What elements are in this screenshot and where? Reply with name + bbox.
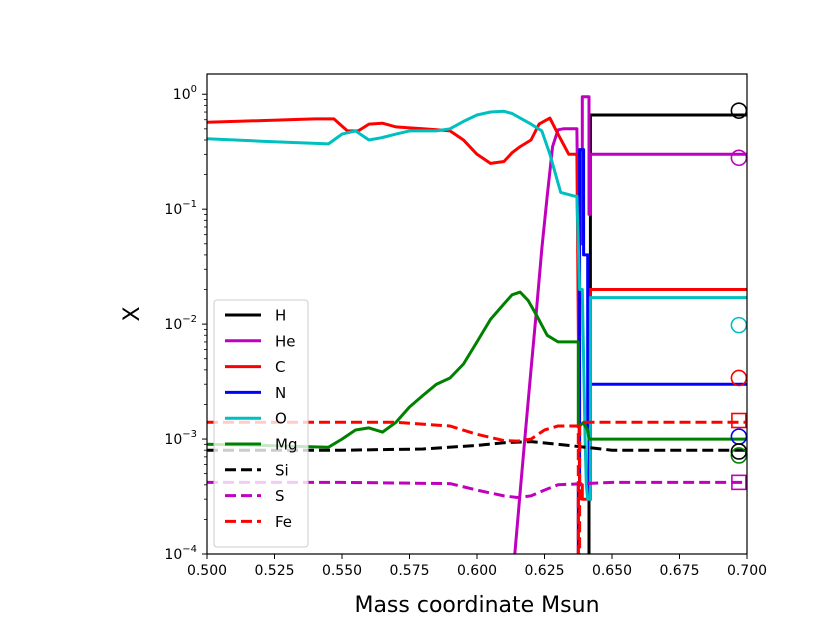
legend: H He CNO Mg Si S Fe xyxy=(213,299,309,548)
x-tick-label: 0.625 xyxy=(524,563,564,579)
series-line-mg xyxy=(207,290,747,449)
y-tick-label: 10−4 xyxy=(164,544,197,563)
x-tick-label: 0.525 xyxy=(254,563,294,579)
y-tick-label: 10−2 xyxy=(164,314,197,333)
legend-label-n: N xyxy=(275,384,286,402)
legend-label-mg: Mg xyxy=(275,436,297,454)
y-axis-ticks: 10−4 10−3 10−2 10−1 100 xyxy=(164,84,207,563)
legend-label-o: O xyxy=(275,410,287,428)
series-line-n xyxy=(576,148,747,554)
legend-box xyxy=(213,299,309,548)
legend-label-fe: Fe xyxy=(275,513,292,531)
legend-label-c: C xyxy=(275,358,285,376)
y-tick-label: 10−1 xyxy=(164,199,197,218)
marker-o xyxy=(730,316,748,334)
y-axis-label: X xyxy=(120,306,145,321)
series-line-he xyxy=(513,95,747,554)
legend-label-si: Si xyxy=(275,461,289,479)
legend-label-h: H xyxy=(275,307,286,325)
x-axis-label: Mass coordinate Msun xyxy=(354,593,599,618)
x-tick-label: 0.650 xyxy=(592,563,632,579)
x-tick-label: 0.600 xyxy=(457,563,497,579)
series-layer xyxy=(207,95,747,554)
y-tick-label: 100 xyxy=(173,84,197,103)
marker-n xyxy=(730,428,748,445)
x-tick-label: 0.575 xyxy=(389,563,429,579)
marker-fe xyxy=(731,412,747,429)
series-line-o xyxy=(207,109,747,501)
series-line-s xyxy=(207,480,747,499)
x-tick-label: 0.700 xyxy=(727,563,767,579)
x-tick-label: 0.550 xyxy=(322,563,362,579)
marker-he xyxy=(730,149,748,167)
legend-label-s: S xyxy=(275,487,285,505)
marker-s xyxy=(731,474,747,491)
series-line-fe xyxy=(207,420,747,554)
series-line-h xyxy=(587,113,747,554)
x-tick-label: 0.675 xyxy=(659,563,699,579)
x-axis-ticks: 0.500 0.525 0.550 0.575 0.600 0.625 0.650 0.675… xyxy=(187,554,767,579)
legend-label-he: He xyxy=(275,332,296,350)
y-tick-label: 10−3 xyxy=(164,429,197,448)
x-tick-label: 0.500 xyxy=(187,563,227,579)
